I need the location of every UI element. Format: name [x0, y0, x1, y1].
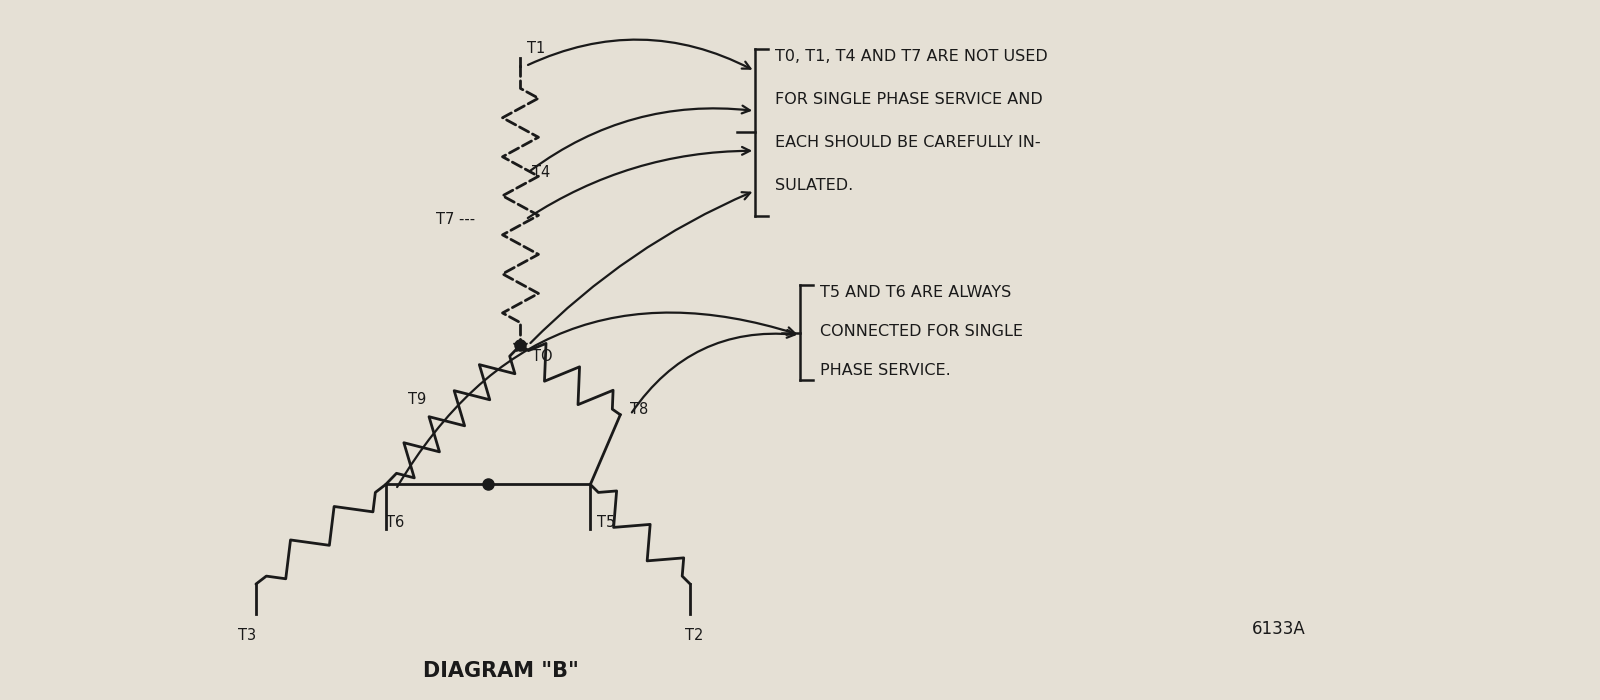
- Text: FOR SINGLE PHASE SERVICE AND: FOR SINGLE PHASE SERVICE AND: [774, 92, 1043, 107]
- Text: T4: T4: [533, 164, 550, 180]
- Text: PHASE SERVICE.: PHASE SERVICE.: [819, 363, 950, 378]
- Text: DIAGRAM "B": DIAGRAM "B": [422, 661, 579, 680]
- Text: T5: T5: [597, 514, 616, 530]
- Text: T2: T2: [685, 629, 704, 643]
- Text: T0, T1, T4 AND T7 ARE NOT USED: T0, T1, T4 AND T7 ARE NOT USED: [774, 49, 1048, 64]
- Text: T7 ---: T7 ---: [435, 212, 475, 227]
- Text: T6: T6: [386, 514, 403, 530]
- Text: SULATED.: SULATED.: [774, 178, 853, 193]
- Text: T5 AND T6 ARE ALWAYS: T5 AND T6 ARE ALWAYS: [819, 286, 1011, 300]
- Text: TO: TO: [533, 349, 554, 365]
- Text: T1: T1: [528, 41, 546, 56]
- Text: T8: T8: [630, 402, 648, 417]
- Text: CONNECTED FOR SINGLE: CONNECTED FOR SINGLE: [819, 324, 1022, 339]
- Text: EACH SHOULD BE CAREFULLY IN-: EACH SHOULD BE CAREFULLY IN-: [774, 135, 1040, 150]
- Text: T3: T3: [238, 629, 256, 643]
- Text: 6133A: 6133A: [1253, 620, 1306, 638]
- Text: T9: T9: [408, 392, 427, 407]
